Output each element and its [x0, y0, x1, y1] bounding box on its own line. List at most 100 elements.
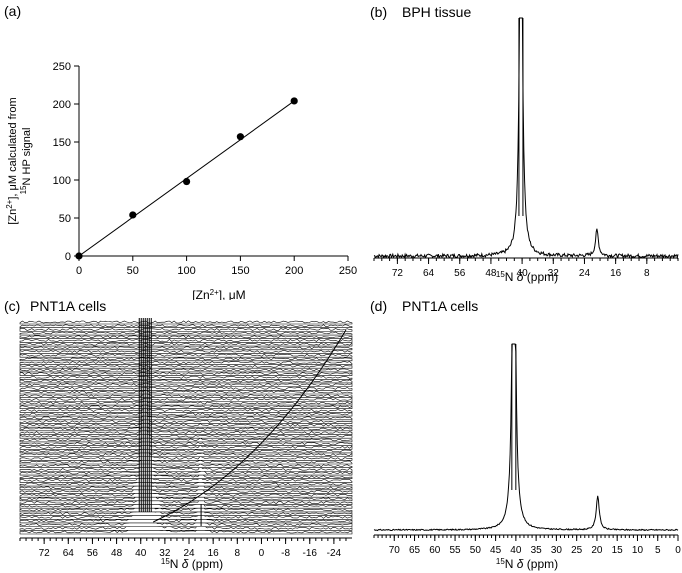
stacked-spectrum-trace [19, 353, 353, 358]
spectrum-tick-label: 10 [632, 545, 644, 556]
spectrum-tick-label: 35 [531, 545, 543, 556]
stacked-spectrum-trace [19, 437, 353, 450]
spectrum-tick-label: 25 [571, 545, 583, 556]
stacked-spectrum-trace [19, 453, 353, 476]
stacked-spectrum-trace [19, 431, 353, 443]
spectrum-trace-path [373, 343, 679, 532]
stacked-spectrum-trace [19, 457, 353, 491]
stacked-spectrum-trace [19, 453, 353, 509]
stacked-spectrum-trace [19, 399, 353, 406]
spectrum-tick-label: 56 [454, 268, 466, 279]
panel-d-label: (d) [370, 298, 387, 314]
stacked-spectrum-trace [19, 346, 353, 351]
stacked-spectrum-trace [19, 455, 353, 505]
spectrum-tick-label: 16 [208, 548, 220, 559]
panel-a-label: (a) [4, 3, 21, 19]
panel-d-spectrum-chart: (d) PNT1A cells 70 65 60 55 50 45 40 35 30 25 20 15… [370, 298, 681, 571]
stacked-spectrum-trace [19, 429, 353, 439]
spectrum-tick-label: 64 [423, 268, 435, 279]
spectrum-tick-label: 60 [429, 545, 441, 556]
stacked-spectrum-trace [19, 375, 353, 380]
stacked-spectrum-trace [19, 413, 353, 421]
spectrum-tick-label: 40 [517, 268, 529, 279]
panel-a-data-point [183, 177, 191, 186]
panel-a-x-tick-label: 150 [231, 265, 249, 277]
stack-envelope [153, 329, 347, 523]
spectrum-tick-label: 24 [183, 548, 195, 559]
stacked-spectrum-trace [19, 368, 353, 373]
spectrum-tick-label: 24 [579, 268, 591, 279]
spectrum-tick-label: 72 [39, 548, 51, 559]
stacked-spectrum-trace [19, 418, 353, 535]
stacked-spectrum-trace [19, 364, 353, 369]
stacked-spectrum-trace [19, 448, 353, 516]
panel-a-y-tick-label: 50 [59, 213, 71, 225]
panel-c-x-axis-label: 15N δ (ppm) [161, 557, 223, 572]
spectrum-tick-label: 8 [235, 548, 241, 559]
spectrum-tick-label: 30 [551, 545, 563, 556]
stacked-spectrum-trace [19, 320, 353, 325]
panel-b-label: (b) [370, 4, 387, 20]
stacked-spectrum-trace [19, 440, 353, 454]
panel-d-title: PNT1A cells [402, 298, 478, 314]
spectrum-tick-label: 48 [485, 268, 497, 279]
panel-d-x-axis: 70 65 60 55 50 45 40 35 30 25 20 15 10 5 0 [373, 534, 681, 556]
spectrum-tick-label: -24 [327, 548, 342, 559]
spectrum-tick-label: 15 [612, 545, 624, 556]
stacked-spectrum-trace [19, 382, 353, 387]
spectrum-tick-label: 32 [159, 548, 171, 559]
stacked-spectrum-trace [19, 420, 353, 428]
spectrum-tick-label: 48 [111, 548, 123, 559]
panel-c-x-axis: 72 64 56 48 40 32 24 16 8 0 -8 -16 -24 [19, 537, 352, 559]
panel-a-y-tick-label: 0 [65, 251, 71, 263]
stacked-spectrum-trace [19, 406, 353, 413]
panel-a-axes: 0 50 100 150 200 250 0 50 100 150 200 250 [53, 61, 358, 277]
spectrum-tick-label: 5 [655, 545, 661, 556]
stacked-spectrum-trace [19, 456, 353, 480]
stacked-spectrum-trace [19, 427, 353, 531]
spectrum-tick-label: -8 [281, 548, 290, 559]
panel-a-x-tick-label: 250 [339, 265, 357, 277]
panel-c-spectra-stack [19, 318, 353, 535]
panel-a-data-point [129, 211, 137, 219]
stacked-spectrum-trace [19, 397, 353, 402]
spectrum-tick-label: 0 [259, 548, 265, 559]
stacked-spectrum-trace [19, 458, 353, 494]
panel-c-label: (c) [4, 298, 20, 314]
panel-c-stacked-spectra-chart: (c) PNT1A cells 72 64 56 48 40 32 24 16 8 0 -8 -16-… [4, 298, 353, 572]
panel-a-x-tick-label: 0 [76, 265, 82, 277]
panel-a-x-tick-label: 200 [285, 265, 303, 277]
stacked-spectrum-trace [19, 457, 353, 502]
panel-a-y-axis-label-2: 15N HP signal [19, 128, 34, 195]
stacked-spectrum-trace [19, 450, 353, 513]
panel-a-y-axis-label: [Zn2+], μM calculated from [5, 97, 20, 224]
stacked-spectrum-trace [19, 327, 353, 332]
panel-c-title: PNT1A cells [30, 298, 106, 314]
stacked-spectrum-trace [19, 423, 353, 432]
spectrum-tick-label: 55 [450, 545, 462, 556]
stacked-spectrum-trace [19, 389, 353, 395]
panel-a-y-tick-label: 150 [53, 137, 71, 149]
panel-b-spectrum-trace [373, 17, 679, 260]
spectrum-tick-label: 45 [490, 545, 502, 556]
spectrum-tick-label: 40 [135, 548, 147, 559]
stacked-spectrum-trace [19, 331, 353, 336]
panel-a-data-point [236, 133, 244, 141]
stacked-spectrum-trace [19, 452, 353, 472]
panel-a-scatter-chart: (a) 0 50 100 150 200 250 0 50 100 150 200 250 [Zn2+… [4, 3, 358, 300]
stacked-spectrum-trace [19, 335, 353, 340]
panel-a-data-point [75, 252, 83, 260]
panel-a-x-tick-label: 100 [177, 265, 195, 277]
stacked-spectrum-trace [19, 338, 353, 343]
stacked-spectrum-trace [19, 434, 353, 446]
spectrum-tick-label: 16 [610, 268, 622, 279]
panel-b-spectrum-chart: (b) BPH tissue 72 64 56 48 40 32 24 16 8 15N δ (… [370, 4, 679, 285]
stacked-spectrum-trace [19, 386, 353, 391]
panel-b-x-axis-label: 15N δ (ppm) [496, 270, 558, 285]
spectrum-tick-label: 56 [87, 548, 99, 559]
spectrum-tick-label: 8 [644, 268, 650, 279]
stacked-spectrum-trace [19, 439, 353, 524]
spectrum-tick-label: 72 [392, 268, 404, 279]
stacked-spectrum-trace [19, 449, 353, 468]
stacked-spectrum-trace [19, 426, 353, 435]
